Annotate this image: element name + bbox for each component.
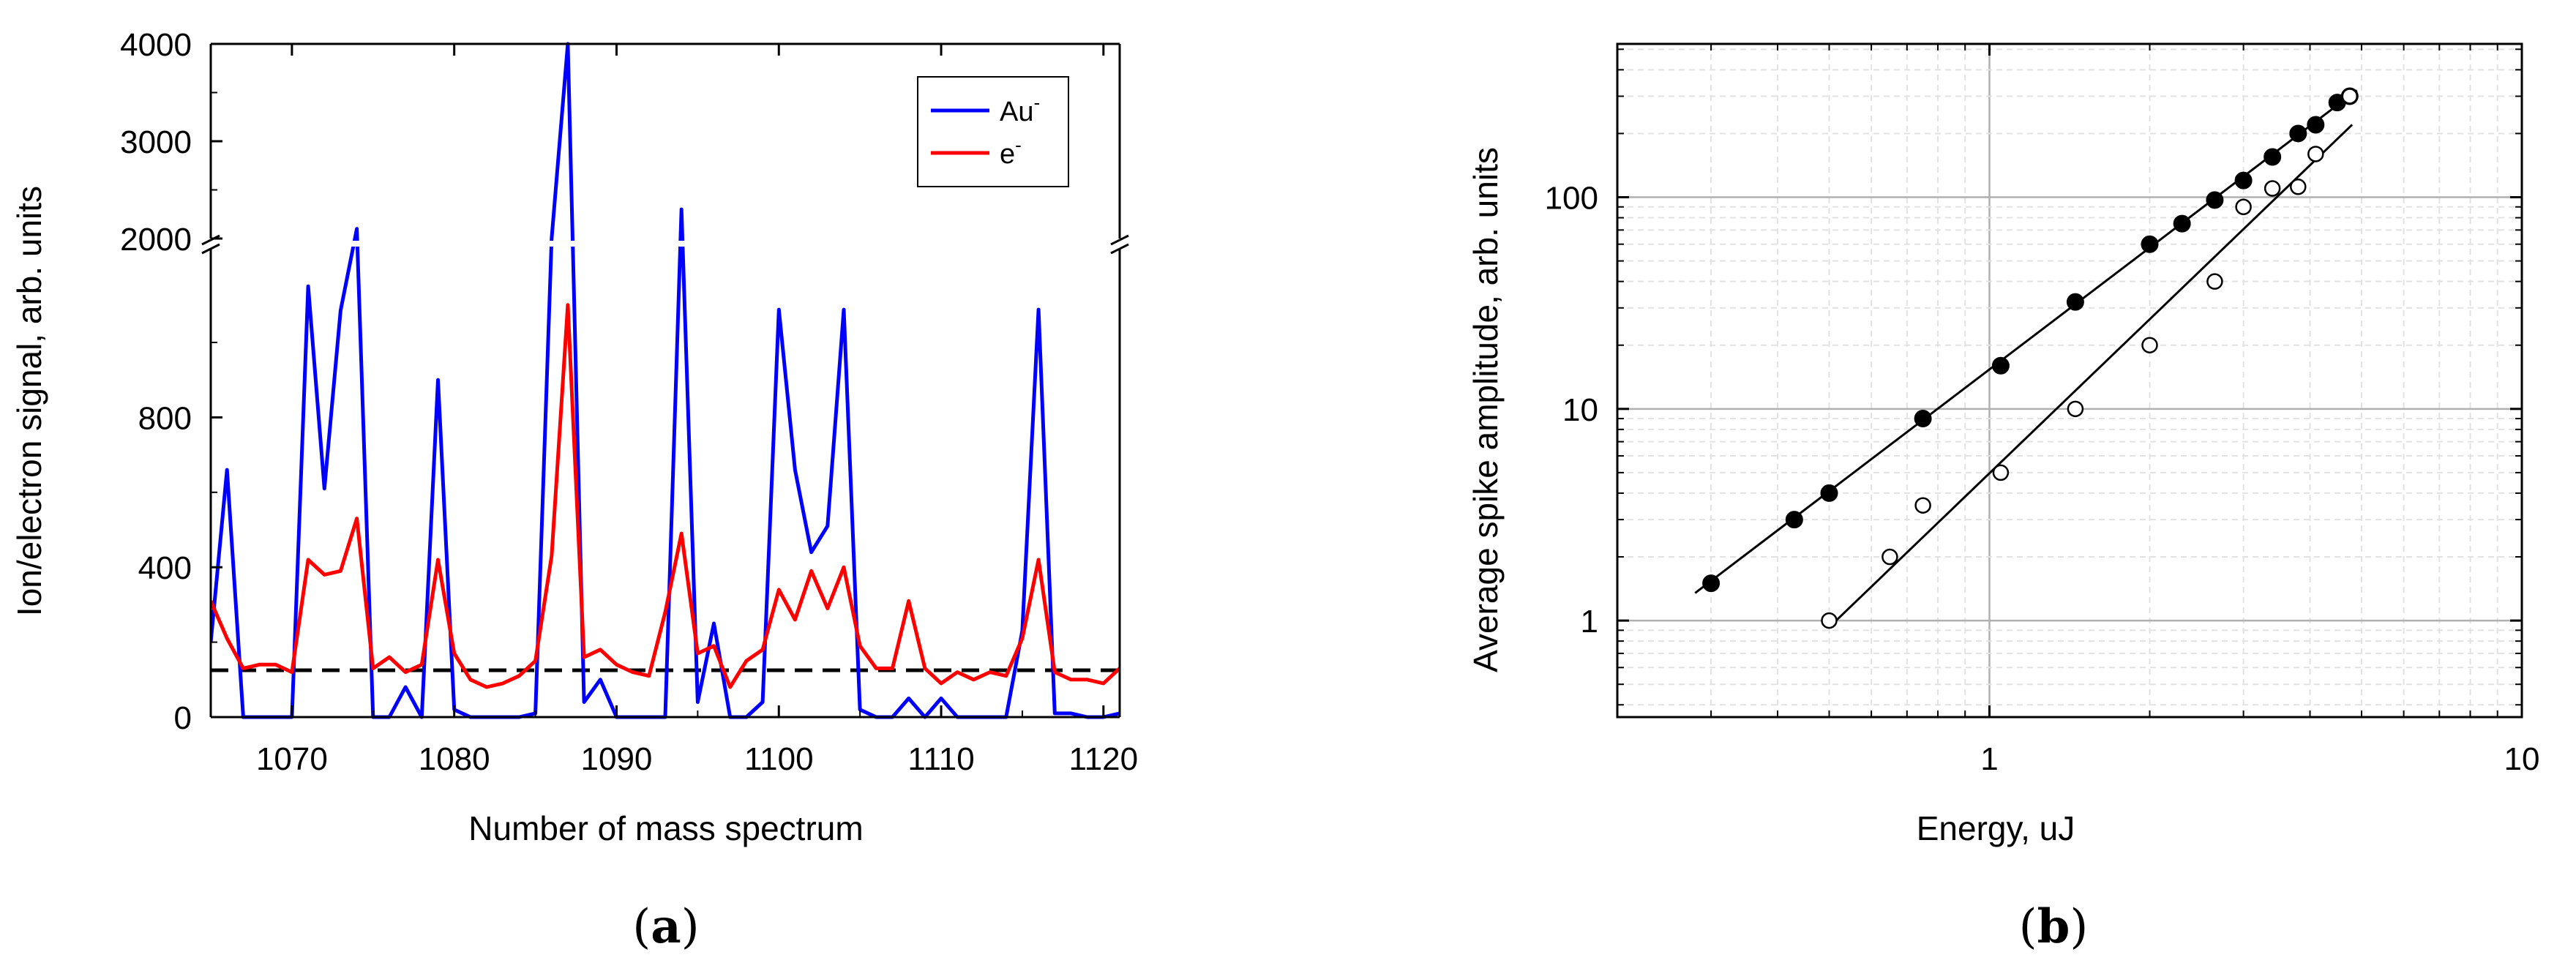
a-y-axis-label: Ion/electron signal, arb. units [10,186,48,616]
axis-break-mark-left-upper [201,234,220,246]
b-y-axis-label: Average spike amplitude, arb. units [1467,147,1505,672]
open-data-point [2235,198,2252,216]
b-x-axis-label: Energy, uJ [1917,809,2075,847]
open-data-point [2141,337,2158,353]
a-x-tick-label: 1100 [744,741,814,777]
a-x-tick-label: 1110 [907,741,974,777]
b-y-tick-label: 100 [1545,181,1598,217]
b-axes-frame [1616,42,2523,719]
b-x-tick-label: 10 [2504,741,2540,777]
legend-box [917,76,1069,187]
filled-data-point [1702,574,1721,593]
filled-data-point [2264,148,2282,166]
caption-b: (b) [2019,899,2089,954]
filled-data-point [1820,484,1838,502]
axis-break-mark-right-upper [1110,234,1129,246]
a-y-tick-label: 400 [138,550,192,586]
open-data-point [2307,146,2324,162]
axis-break-mark-left-lower [201,243,220,255]
panel-b-scatter-chart: 1 10 1 10 100 Energy, uJ Average spike ampli… [1467,42,2540,954]
a-y-tick-label: 800 [138,400,192,436]
open-data-point [1992,464,2010,481]
a-x-tick-label: 1120 [1069,741,1139,777]
open-data-point [1914,497,1931,514]
filled-data-point [2066,293,2084,311]
filled-data-point [2141,235,2159,253]
a-x-axis-label: Number of mass spectrum [468,809,863,847]
b-y-tick-label: 1 [1581,604,1598,640]
a-y-tick-label: 2000 [120,222,192,258]
filled-data-point [1991,356,2010,375]
a-y-tick-label: 3000 [120,124,192,160]
series-line-e [211,303,1120,689]
open-data-point [2206,273,2223,290]
a-y-tick-label: 0 [174,700,192,736]
a-y-tick-label: 4000 [120,27,192,63]
open-data-point [2264,180,2281,197]
filled-data-point [2289,124,2307,143]
filled-data-point [2234,171,2253,190]
a-x-tick-label: 1090 [581,741,653,777]
open-data-point [1821,612,1838,629]
panel-a-line-chart: 1070 1080 1090 1100 1110 1120 0 400 800 2000 3000 4… [10,27,1138,954]
filled-data-point [1785,511,1803,529]
fit-line-open [1828,124,2354,629]
caption-a: (a) [632,899,699,954]
legend-label-e: e- [1000,134,1022,170]
filled-data-point [2307,116,2325,134]
legend-label-au: Au- [1000,91,1040,127]
axis-break-mark-right-lower [1110,243,1129,255]
a-x-tick-label: 1080 [419,741,490,777]
b-x-tick-label: 1 [1980,741,1998,777]
filled-data-point [2206,191,2224,209]
filled-data-point [1914,410,1932,428]
open-data-point [2341,88,2359,105]
a-x-tick-label: 1070 [256,741,328,777]
b-y-tick-label: 10 [1562,392,1598,428]
open-data-point [1882,548,1898,566]
open-data-point [2290,179,2307,195]
filled-data-point [2173,214,2191,233]
open-data-point [2067,400,2084,418]
